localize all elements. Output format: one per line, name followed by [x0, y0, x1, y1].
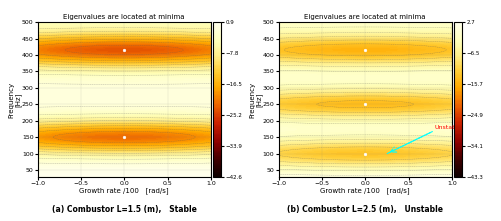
Y-axis label: Frequency
[Hz]: Frequency [Hz] [248, 81, 262, 118]
X-axis label: Growth rate /100   [rad/s]: Growth rate /100 [rad/s] [79, 187, 169, 194]
Text: (b) Combustor L=2.5 (m),   Unstable: (b) Combustor L=2.5 (m), Unstable [287, 205, 442, 214]
Title: Eigenvalues are located at minima: Eigenvalues are located at minima [304, 14, 425, 20]
Title: Eigenvalues are located at minima: Eigenvalues are located at minima [63, 14, 185, 20]
Text: Unstable: Unstable [434, 125, 461, 130]
Y-axis label: Frequency
[Hz]: Frequency [Hz] [8, 81, 22, 118]
Text: (a) Combustor L=1.5 (m),   Stable: (a) Combustor L=1.5 (m), Stable [52, 205, 196, 214]
X-axis label: Growth rate /100   [rad/s]: Growth rate /100 [rad/s] [320, 187, 409, 194]
